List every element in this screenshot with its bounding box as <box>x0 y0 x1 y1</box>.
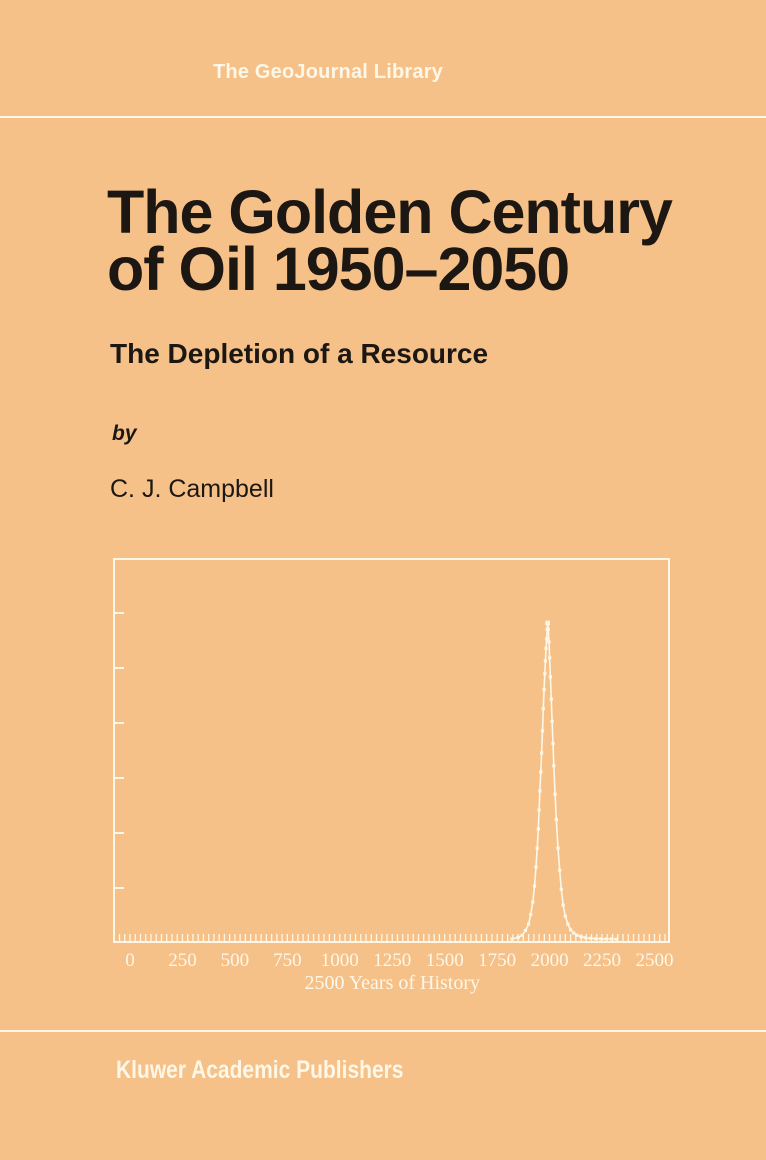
publisher-name: Kluwer Academic Publishers <box>116 1056 404 1084</box>
data-point <box>549 697 553 701</box>
data-point <box>552 764 556 768</box>
x-axis-tick-label: 750 <box>273 950 302 971</box>
data-point <box>553 792 557 796</box>
data-point <box>547 640 551 644</box>
data-point <box>579 935 583 939</box>
chart-frame <box>113 558 670 943</box>
x-axis-tick-label: 250 <box>168 950 197 971</box>
data-point <box>531 900 535 904</box>
x-axis-tick-label: 1000 <box>321 950 359 971</box>
data-point <box>561 903 565 907</box>
data-point <box>543 672 547 676</box>
x-axis-tick-label: 0 <box>125 950 135 971</box>
data-point <box>535 846 539 850</box>
x-axis-tick-label: 2000 <box>531 950 569 971</box>
x-axis-caption: 2500 Years of History <box>304 972 480 994</box>
data-point <box>545 637 549 641</box>
x-axis-tick-label: 2250 <box>583 950 621 971</box>
production-curve <box>511 622 617 940</box>
x-axis-tick-label: 2500 <box>636 950 674 971</box>
data-point <box>523 928 528 933</box>
x-axis-tick-label: 1250 <box>373 950 411 971</box>
data-point <box>532 884 537 888</box>
history-chart-svg: 0 250 500 750 1000 1250 1500 1750 2000 2250 2500 25… <box>113 558 674 994</box>
data-point <box>548 656 552 660</box>
author-name: C. J. Campbell <box>110 475 274 503</box>
data-point <box>550 719 554 723</box>
data-point <box>543 659 547 663</box>
book-title: The Golden Century of Oil 1950–2050 <box>107 182 673 300</box>
x-axis-labels: 0 250 500 750 1000 1250 1500 1750 2000 2250 2500 <box>125 950 673 971</box>
data-point <box>520 933 524 937</box>
data-point <box>604 937 608 941</box>
book-subtitle: The Depletion of a Resource <box>110 338 489 369</box>
data-point <box>544 646 548 650</box>
data-point <box>559 887 563 891</box>
top-divider <box>0 116 766 118</box>
x-axis-tick-label: 500 <box>221 950 250 971</box>
data-point <box>538 789 542 793</box>
data-point <box>548 675 552 679</box>
data-point <box>541 707 545 711</box>
book-title-line1: The Golden Century <box>107 178 673 246</box>
data-point <box>551 741 555 746</box>
data-point <box>575 933 579 937</box>
data-point <box>540 751 544 755</box>
data-point <box>566 922 570 926</box>
data-point-markers <box>510 620 619 941</box>
data-point <box>510 937 514 941</box>
data-point <box>534 865 538 869</box>
data-point <box>542 688 546 692</box>
data-point <box>583 936 587 940</box>
byline-label: by <box>112 422 137 445</box>
book-title-line2: of Oil 1950–2050 <box>107 235 570 303</box>
data-point <box>609 937 614 941</box>
y-axis-ticks <box>114 612 124 889</box>
data-point <box>546 627 550 631</box>
data-point <box>556 846 560 850</box>
data-point <box>615 937 619 941</box>
data-point <box>558 868 562 872</box>
data-point <box>539 770 543 774</box>
data-point <box>563 914 567 918</box>
data-point <box>540 729 545 733</box>
data-point <box>588 936 593 940</box>
data-point <box>545 620 550 626</box>
bottom-divider <box>0 1030 766 1032</box>
series-title: The GeoJournal Library <box>213 61 444 83</box>
data-point <box>536 827 540 831</box>
history-chart: 0 250 500 750 1000 1250 1500 1750 2000 2250 2500 25… <box>113 558 693 998</box>
data-point <box>516 935 520 940</box>
data-point <box>529 913 533 917</box>
data-point <box>537 808 541 812</box>
data-point <box>599 937 603 941</box>
data-point <box>569 928 573 932</box>
x-axis-tick-label: 1500 <box>426 950 464 971</box>
data-point <box>594 937 598 941</box>
data-point <box>527 922 531 926</box>
data-point <box>572 931 576 935</box>
x-axis-minor-ticks <box>118 934 666 941</box>
data-point <box>554 817 558 822</box>
x-axis-tick-label: 1750 <box>478 950 516 971</box>
